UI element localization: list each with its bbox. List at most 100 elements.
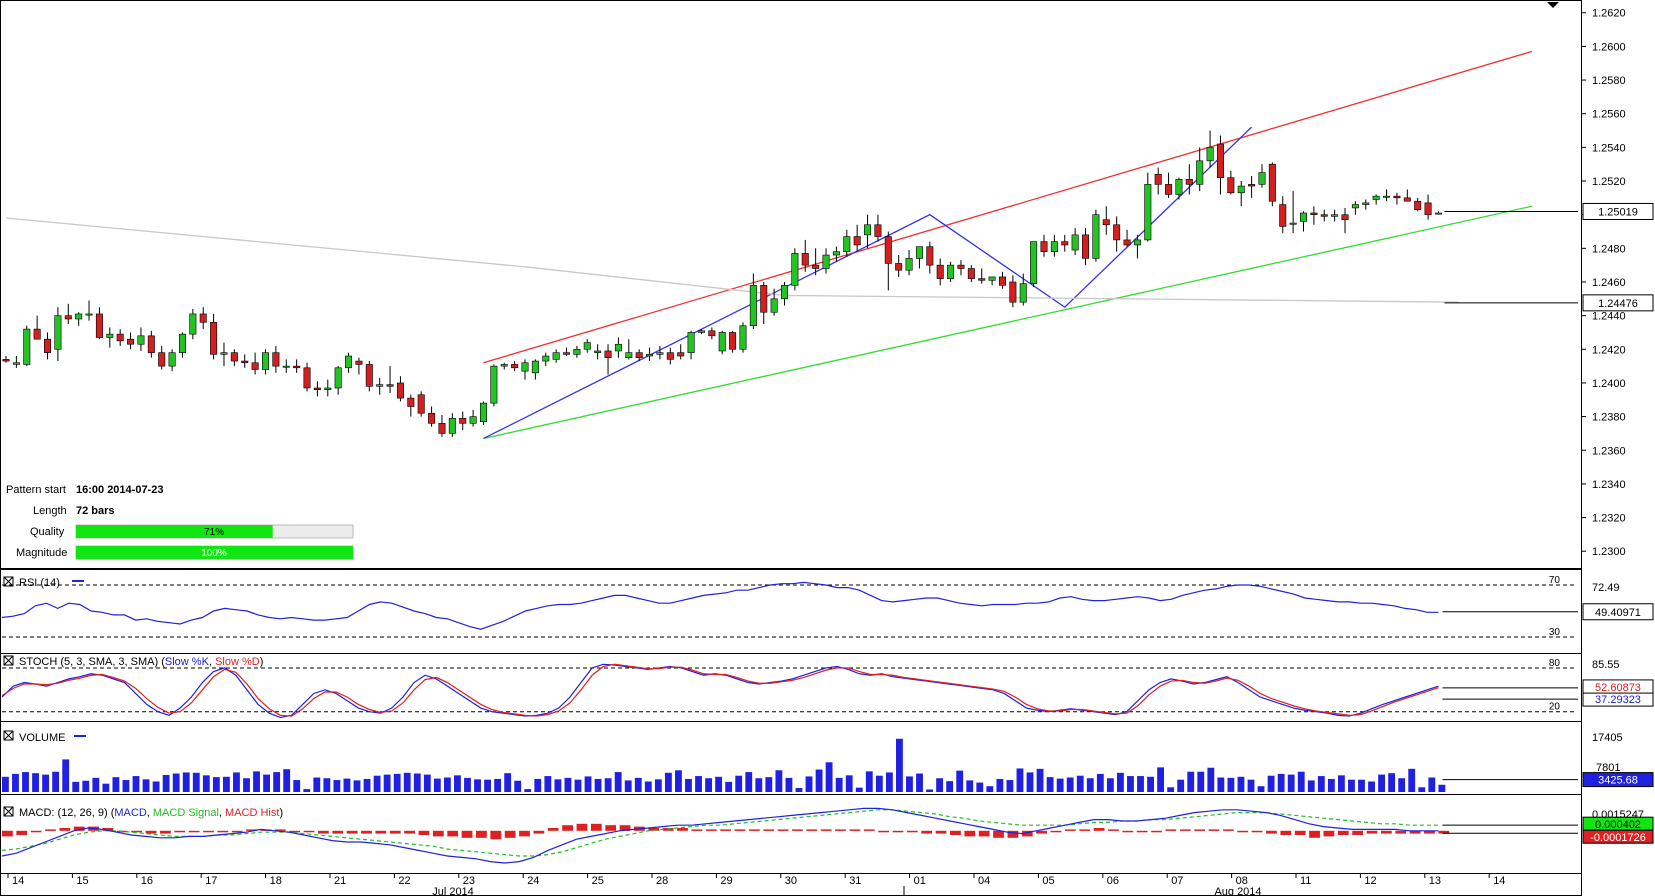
macd-hist-bar [73,826,85,831]
macd-hist-bar [203,830,214,833]
candle [1237,181,1245,207]
candle [1289,191,1297,234]
candle [791,248,799,291]
scroll-marker-icon[interactable] [1547,2,1559,8]
candle [106,327,114,348]
time-tick-label: 31 [849,875,861,887]
trendline-upper-channel [483,50,1533,364]
price-tick-label: 1.2420 [1592,344,1626,356]
macd-hist-bar [1337,830,1349,835]
candle-body [635,352,643,359]
candle [324,379,332,397]
candle-body [1154,173,1162,185]
volume-bar [92,777,100,792]
time-tick-label: 04 [978,875,990,887]
time-tick-label: 16 [141,875,153,887]
volume-bar [534,778,542,792]
rsi-close-icon [3,576,14,587]
pattern-quality-value: 71% [204,527,224,538]
candle [864,214,872,249]
macd-hist-bar [332,830,344,834]
price-tick-label: 1.2400 [1592,378,1626,390]
volume-close-box[interactable] [3,730,14,741]
volume-bar [926,789,933,792]
volume-bar [172,773,180,792]
candle [895,255,903,277]
rsi-label: RSI (14) [19,577,60,589]
macd-hist-bar [547,828,559,831]
volume-bar [845,775,853,792]
candle [1082,228,1090,266]
candle-body [407,397,415,407]
macd-hist-bar [1079,829,1091,831]
rsi-value-label: 49.40971 [1595,607,1641,619]
volume-bar [132,776,140,792]
candle [469,409,477,427]
macd-hist-bar [30,830,42,833]
candle-body [147,335,155,353]
volume-bar [675,770,682,792]
volume-bar [474,779,481,792]
rsi-close-box[interactable] [3,576,14,587]
candle-body [1092,214,1100,259]
time-tick-label: 13 [1429,875,1441,887]
volume-bar [976,782,984,792]
candle [261,349,269,375]
candle-body [812,264,820,269]
volume-bar [1348,779,1355,792]
volume-bar [755,778,763,792]
stoch-k-value: 37.29323 [1595,694,1641,706]
macd-layer: 0.000402-0.0001726 0.0015247 [1,807,1654,864]
volume-bar [1197,771,1205,792]
candle [1133,234,1141,259]
macd-axis-label: 0.0015247 [1592,809,1644,821]
candle [178,332,186,358]
volume-bar [263,774,271,792]
candle [760,281,768,325]
candle [1009,275,1017,308]
candle-body [1216,143,1224,178]
volume-value-box [1582,772,1654,788]
volume-bar [735,775,743,792]
macd-close-box[interactable] [3,806,14,817]
time-tick-label: 15 [76,875,88,887]
volume-bar [1046,777,1054,792]
volume-bar [454,775,461,792]
macd-hist-bar [720,829,731,831]
candle [947,261,955,282]
candle [1196,147,1204,192]
macd-hist-bar [1266,830,1277,834]
macd-hist-bar [1438,830,1450,834]
pattern-start-label: Pattern start [6,484,66,496]
volume-bar [484,779,491,792]
macd-hist-bar [303,830,315,833]
stoch-comma: , [209,656,215,668]
candle-body [718,332,726,352]
level-label: 70 [1549,575,1561,586]
candle-body [1248,184,1256,187]
candle [1279,196,1287,234]
volume-bar [363,778,371,792]
volume-bar [373,775,381,792]
macd-hist-value-label: -0.0001726 [1590,832,1646,844]
macd-hist-bar [878,830,890,833]
time-axis-layer: 14 15 16 17 18 21 22 23 24 25 28 29 30 31 01 04 05 06 07 08… [7,873,1505,896]
candle-body [666,352,674,360]
macd-hist-bar [375,830,387,834]
volume-bar [1277,773,1285,792]
macd-hist-bar [1409,830,1421,834]
candle-body [542,355,550,362]
candle [594,344,602,360]
candle-body [251,362,259,370]
volume-bar [745,772,753,792]
candle [1165,172,1173,198]
volume-bar [936,778,944,792]
candle [1040,234,1048,257]
candle [646,347,654,362]
macd-value-label: 0.000402 [1595,819,1641,831]
stoch-close-box[interactable] [3,655,14,666]
candle [563,347,571,357]
stoch-label: STOCH (5, 3, SMA, 3, SMA) (Slow %K, Slow… [19,656,263,668]
volume-bar [222,776,230,792]
volume-bar [343,778,351,792]
